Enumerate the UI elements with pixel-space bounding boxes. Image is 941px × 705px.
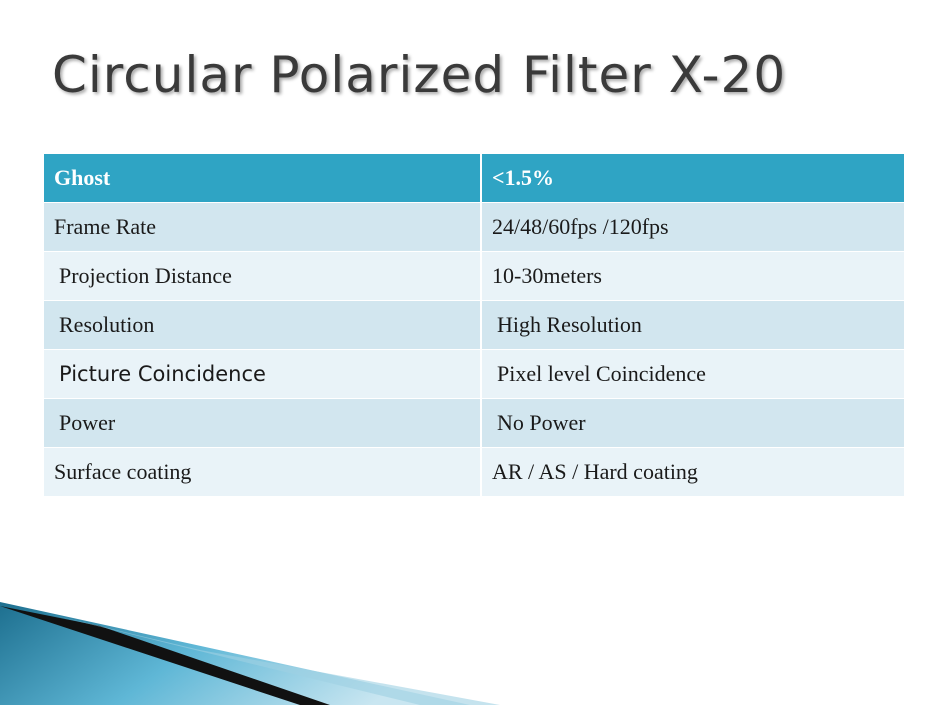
- row-label: Picture Coincidence: [42, 349, 482, 399]
- row-label: Surface coating: [42, 447, 482, 497]
- row-value: <1.5%: [480, 153, 906, 203]
- table-row: Resolution High Resolution: [42, 300, 906, 350]
- spec-table: Ghost <1.5% Frame Rate 24/48/60fps /120fps P…: [42, 153, 906, 497]
- row-value: AR / AS / Hard coating: [480, 447, 906, 497]
- row-value: High Resolution: [480, 300, 906, 350]
- row-value: No Power: [480, 398, 906, 448]
- row-value: 10-30meters: [480, 251, 906, 301]
- row-label: Projection Distance: [42, 251, 482, 301]
- row-value: 24/48/60fps /120fps: [480, 202, 906, 252]
- row-label: Resolution: [42, 300, 482, 350]
- table-row: Surface coating AR / AS / Hard coating: [42, 447, 906, 497]
- table-row: Power No Power: [42, 398, 906, 448]
- table-row: Frame Rate 24/48/60fps /120fps: [42, 202, 906, 252]
- table-row: Projection Distance 10-30meters: [42, 251, 906, 301]
- row-label: Power: [42, 398, 482, 448]
- slide-title: Circular Polarized Filter X-20: [52, 46, 787, 104]
- swoosh-dark: [0, 606, 330, 705]
- row-value: Pixel level Coincidence: [480, 349, 906, 399]
- table-row: Picture Coincidence Pixel level Coinciden…: [42, 349, 906, 399]
- header-row: Ghost <1.5%: [42, 153, 906, 203]
- row-label: Frame Rate: [42, 202, 482, 252]
- row-label: Ghost: [42, 153, 482, 203]
